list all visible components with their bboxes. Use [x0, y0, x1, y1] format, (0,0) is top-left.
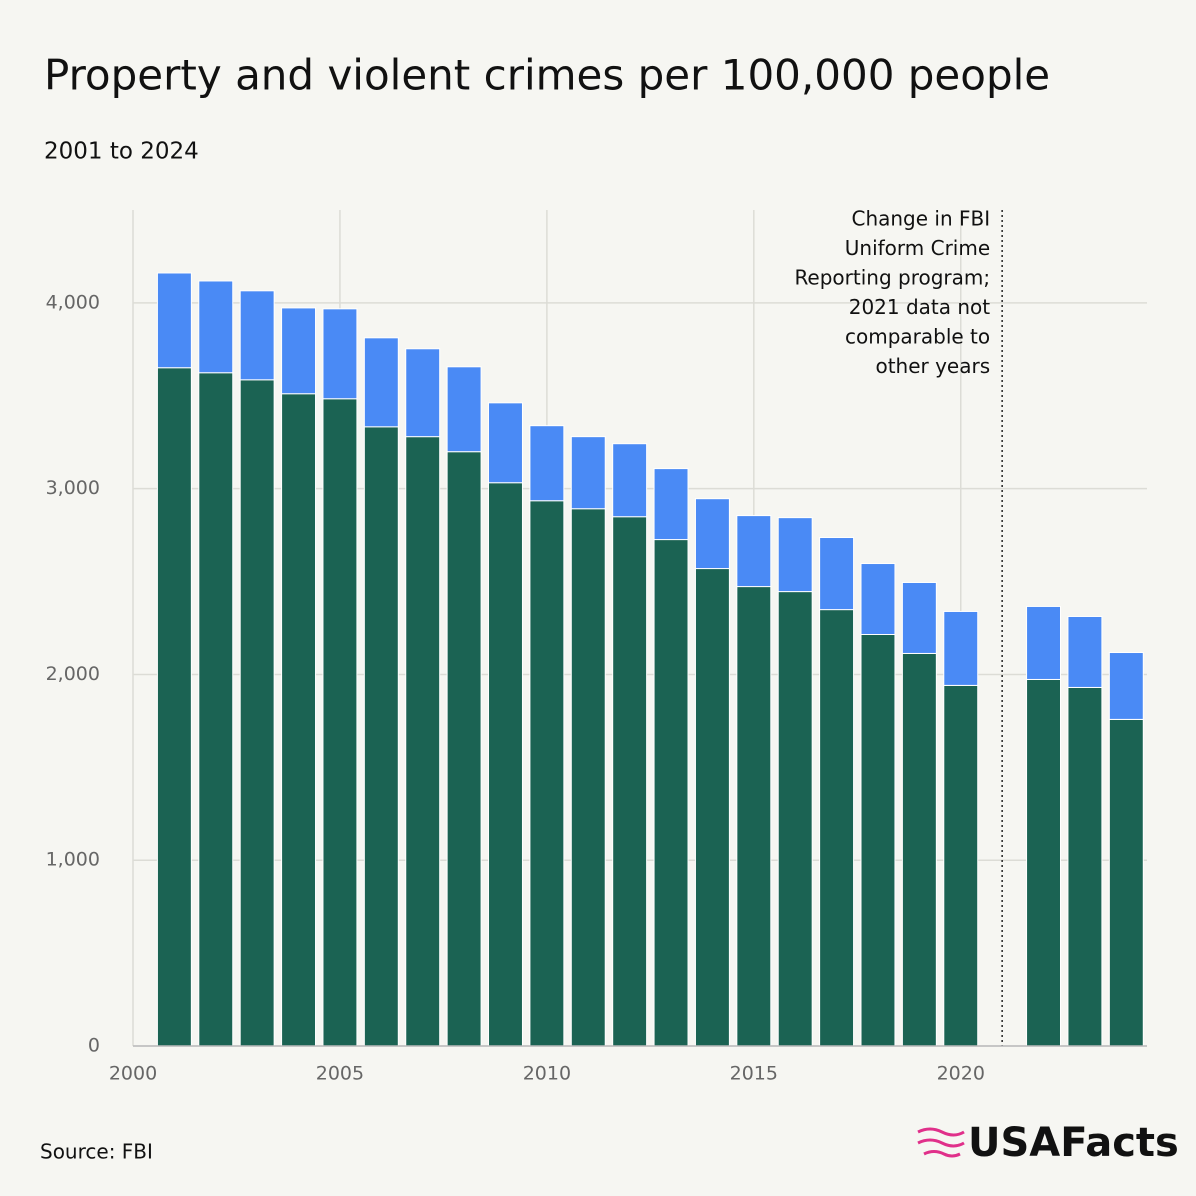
bar-segment — [1026, 678, 1061, 1047]
bar-segment — [736, 586, 772, 1047]
bar-segment — [1067, 615, 1103, 688]
source: Source: FBI — [40, 1140, 153, 1164]
logo-icon — [917, 1127, 965, 1158]
bar-segment — [529, 425, 565, 502]
bar-segment — [488, 482, 523, 1047]
x-tick-label: 2015 — [730, 1063, 778, 1085]
annotation: other years — [875, 354, 990, 378]
annotation: comparable to — [845, 325, 990, 349]
bar-segment — [653, 468, 689, 541]
bar-segment — [198, 280, 234, 374]
bar-segment — [653, 539, 689, 1047]
x-tick-label: 2000 — [109, 1063, 157, 1085]
annotation: Change in FBI — [851, 207, 990, 231]
chart-title: Property and violent crimes per 100,000 … — [44, 51, 1050, 100]
chart-subtitle: 2001 to 2024 — [44, 139, 199, 165]
bar-segment — [281, 393, 317, 1047]
bar-segment — [239, 290, 275, 381]
y-tick-label: 4,000 — [46, 291, 100, 313]
bar-segment — [943, 684, 979, 1047]
bar-segment — [1026, 605, 1061, 680]
bar-segment — [819, 609, 855, 1047]
bar-segment — [529, 500, 565, 1047]
bar-segment — [198, 372, 234, 1047]
bar-segment — [239, 379, 275, 1047]
y-tick-label: 1,000 — [46, 849, 100, 871]
bar-segment — [860, 563, 896, 636]
bar-segment — [322, 308, 358, 400]
bar-segment — [612, 443, 648, 518]
bar-segment — [446, 451, 482, 1047]
annotation: Reporting program; — [794, 266, 990, 290]
annotation: 2021 data not — [849, 295, 991, 319]
bar-segment — [405, 348, 441, 438]
bar-segment — [694, 568, 730, 1047]
x-tick-label: 2010 — [523, 1063, 571, 1085]
y-tick-label: 3,000 — [46, 477, 100, 499]
x-tick-label: 2005 — [316, 1063, 364, 1085]
bar-segment — [1108, 718, 1144, 1047]
bar-segment — [612, 516, 648, 1047]
bar-segment — [363, 426, 399, 1047]
bar-segment — [322, 398, 358, 1047]
bar-segment — [156, 367, 192, 1047]
bar-segment — [1108, 652, 1144, 720]
bar-segment — [1067, 686, 1103, 1047]
bar-segment — [901, 581, 937, 654]
y-tick-label: 2,000 — [46, 663, 100, 685]
bar-segment — [901, 652, 937, 1047]
bar-segment — [819, 537, 855, 611]
logo: USAFacts — [968, 1120, 1179, 1166]
bar-segment — [777, 517, 813, 593]
bar-segment — [694, 498, 730, 570]
bar-segment — [281, 307, 317, 395]
bar-segment — [860, 634, 896, 1047]
bar-segment — [363, 337, 399, 428]
annotation: Uniform Crime — [845, 236, 990, 260]
bar-segment — [446, 366, 482, 453]
bar-segment — [777, 591, 813, 1047]
bar-segment — [405, 436, 441, 1047]
bar-segment — [488, 402, 523, 484]
bar-segment — [570, 508, 606, 1047]
y-tick-label: 0 — [88, 1035, 100, 1057]
x-tick-label: 2020 — [937, 1063, 985, 1085]
bar-segment — [570, 436, 606, 510]
bar-segment — [943, 610, 979, 686]
bar-segment — [736, 515, 772, 588]
bar-segment — [156, 272, 192, 369]
